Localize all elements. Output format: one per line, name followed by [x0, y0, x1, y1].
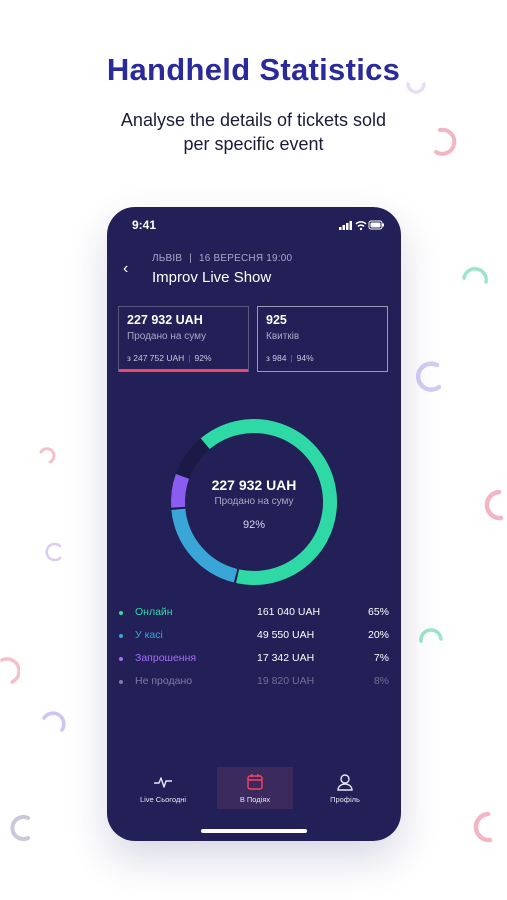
- breakdown-percent: 8%: [373, 675, 389, 687]
- breakdown-amount: 49 550 UAH: [257, 629, 315, 641]
- card-separator: |: [188, 353, 191, 363]
- nav-item-live-today[interactable]: Live Сьогодні: [125, 767, 201, 809]
- bottom-nav: Live Сьогодні В Подіях Профіль: [107, 767, 401, 815]
- breakdown-row: Не продано 19 820 UAH 8%: [119, 675, 389, 693]
- decor-arc-icon: [473, 811, 493, 843]
- nav-label: Live Сьогодні: [139, 795, 187, 804]
- event-title: Improv Live Show: [152, 269, 272, 286]
- donut-segment-2: [171, 508, 238, 583]
- decor-arc-icon: [0, 657, 20, 684]
- card-separator: |: [290, 353, 293, 363]
- card-total: з 247 752 UAH: [127, 353, 185, 363]
- decor-arc-icon: [419, 628, 443, 643]
- legend-dot: [119, 611, 123, 615]
- decor-arc-icon: [406, 82, 426, 94]
- legend-dot: [119, 634, 123, 638]
- meta-divider: |: [189, 253, 193, 264]
- promo-subline-line-2: per specific event: [183, 134, 324, 154]
- signal-icon: [339, 221, 352, 230]
- breakdown-row: Запрошення 17 342 UAH 7%: [119, 652, 389, 670]
- nav-item-profile[interactable]: Профіль: [307, 767, 383, 809]
- breakdown-name: Онлайн: [135, 606, 173, 618]
- promo-subline-line-1: Analyse the details of tickets sold: [120, 110, 387, 130]
- decor-arc-icon: [415, 361, 442, 392]
- donut-segment-4: [176, 438, 210, 478]
- decor-arc-icon: [39, 447, 56, 464]
- breakdown-amount: 19 820 UAH: [257, 675, 315, 687]
- back-button[interactable]: ‹: [123, 260, 129, 277]
- event-date: 16 ВЕРЕСНЯ 19:00: [199, 253, 293, 264]
- battery-icon: [368, 220, 384, 230]
- breakdown-name: Не продано: [135, 675, 193, 687]
- card-label: Продано на суму: [127, 331, 207, 342]
- breakdown-row: У касі 49 550 UAH 20%: [119, 629, 389, 647]
- pulse-icon: [154, 777, 172, 788]
- user-icon: [337, 774, 353, 791]
- nav-item-events[interactable]: В Подіях: [217, 767, 293, 809]
- promo-subline: Analyse the details of tickets sold per …: [0, 108, 507, 156]
- calendar-icon: [247, 774, 263, 790]
- breakdown-percent: 7%: [373, 652, 389, 664]
- phone-screen: 9:41 ‹ ЛЬВІВ | 16 ВЕРЕСНЯ 19:00 Improv L…: [107, 207, 401, 841]
- active-card-indicator: [119, 369, 248, 372]
- donut-center-percent: 92%: [242, 519, 266, 531]
- event-meta: ЛЬВІВ | 16 ВЕРЕСНЯ 19:00: [152, 253, 292, 264]
- card-value: 227 932 UAH: [127, 313, 203, 327]
- legend-dot: [119, 680, 123, 684]
- donut-center-value: 227 932 UAH: [211, 477, 297, 493]
- decor-arc-icon: [434, 127, 457, 156]
- promo-headline: Handheld Statistics: [106, 52, 401, 87]
- status-time: 9:41: [132, 218, 157, 232]
- decor-arc-icon: [10, 815, 30, 841]
- nav-label: В Подіях: [239, 795, 271, 804]
- donut-segment-1: [200, 419, 337, 585]
- card-total: з 984: [266, 353, 287, 363]
- card-value: 925: [266, 313, 287, 327]
- event-city: ЛЬВІВ: [152, 253, 183, 264]
- breakdown-row: Онлайн 161 040 UAH 65%: [119, 606, 389, 624]
- breakdown-amount: 17 342 UAH: [257, 652, 315, 664]
- wifi-icon: [355, 221, 367, 228]
- legend-dot: [119, 657, 123, 661]
- breakdown-name: У касі: [135, 629, 163, 641]
- breakdown-percent: 20%: [367, 629, 389, 641]
- decor-arc-icon: [484, 489, 504, 521]
- card-percent: 94%: [296, 353, 314, 363]
- status-icons: [339, 220, 384, 231]
- breakdown-percent: 65%: [367, 606, 389, 618]
- card-percent: 92%: [194, 353, 212, 363]
- home-indicator[interactable]: [201, 829, 307, 833]
- sales-donut-chart: [171, 419, 337, 585]
- donut-segment-3: [171, 474, 190, 508]
- decor-arc-icon: [45, 542, 62, 562]
- tickets-card[interactable]: 925 Квитків з 984 | 94%: [257, 306, 388, 372]
- sales-amount-card[interactable]: 227 932 UAH Продано на суму з 247 752 UA…: [118, 306, 249, 372]
- breakdown-amount: 161 040 UAH: [257, 606, 321, 618]
- nav-label: Профіль: [330, 795, 360, 804]
- card-footer: з 247 752 UAH | 92%: [127, 353, 212, 363]
- breakdown-name: Запрошення: [135, 652, 197, 664]
- decor-arc-icon: [42, 711, 66, 732]
- card-footer: з 984 | 94%: [266, 353, 314, 363]
- donut-center-label: Продано на суму: [214, 496, 294, 507]
- decor-arc-icon: [462, 267, 488, 284]
- card-label: Квитків: [266, 331, 300, 342]
